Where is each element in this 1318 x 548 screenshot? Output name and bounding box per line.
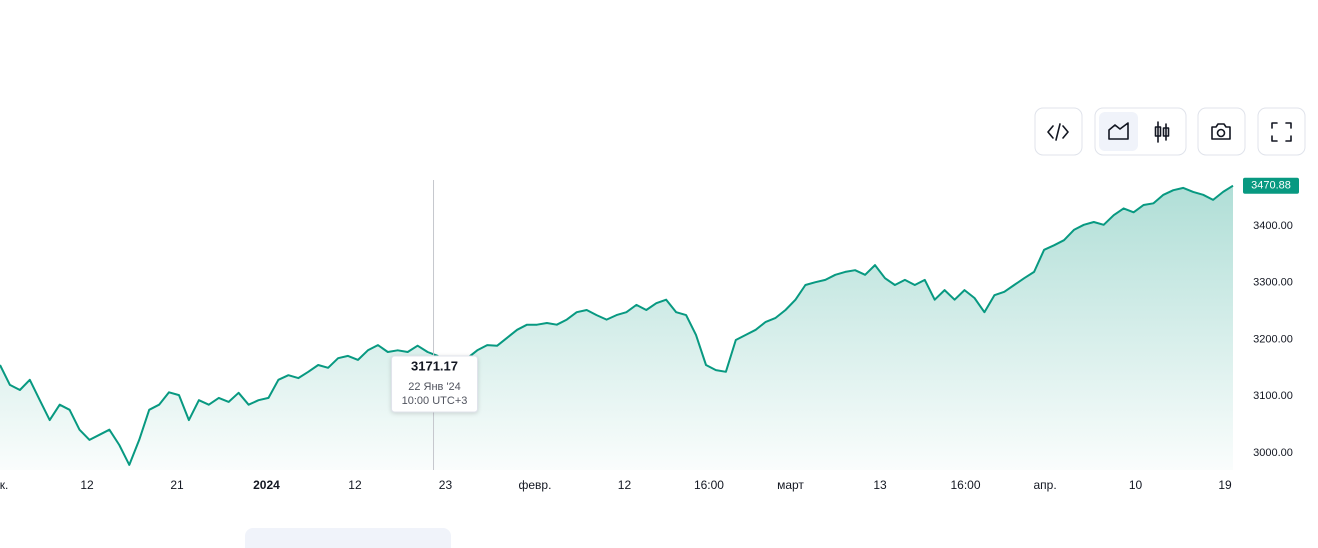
y-tick-label: 3200.00 [1253, 333, 1293, 345]
tooltip-date: 22 Янв '24 [408, 381, 461, 393]
x-tick-label: 2024 [253, 478, 280, 492]
area-type-button[interactable] [1099, 112, 1138, 151]
x-tick-label: апр. [1033, 478, 1056, 492]
plot-area: 3000.00 3100.00 3200.00 3300.00 3400.00 к. 12 2… [0, 177, 1299, 492]
toolbar [1034, 107, 1306, 156]
area-fill [0, 185, 1233, 470]
last-price-label: 3470.88 [1251, 180, 1291, 192]
candle-type-button[interactable] [1154, 121, 1170, 143]
last-price-badge [1243, 177, 1299, 194]
x-tick-label: 12 [618, 478, 632, 492]
x-tick-label: 16:00 [694, 478, 724, 492]
embed-button[interactable] [1034, 107, 1083, 156]
chart-type-group [1094, 107, 1187, 156]
x-tick-label: 10 [1129, 478, 1143, 492]
y-tick-label: 3000.00 [1253, 447, 1293, 459]
x-tick-label: 21 [170, 478, 184, 492]
fullscreen-button[interactable] [1257, 107, 1306, 156]
range-selector[interactable] [245, 528, 451, 548]
y-tick-label: 3300.00 [1253, 277, 1293, 289]
x-tick-label: 23 [439, 478, 453, 492]
y-tick-label: 3100.00 [1253, 390, 1293, 402]
x-tick-label: 12 [348, 478, 362, 492]
x-tick-label: 12 [80, 478, 94, 492]
x-tick-label: март [777, 478, 804, 492]
screenshot-button[interactable] [1197, 107, 1246, 156]
x-tick-label: 19 [1218, 478, 1232, 492]
x-tick-label: февр. [518, 478, 551, 492]
tooltip-value: 3171.17 [411, 358, 458, 373]
x-tick-label: к. [0, 478, 8, 492]
price-line [0, 184, 1234, 466]
tooltip-time: 10:00 UTC+3 [402, 395, 468, 407]
x-tick-label: 16:00 [951, 478, 981, 492]
tooltip-box [391, 355, 479, 413]
y-tick-label: 3400.00 [1253, 220, 1293, 232]
x-tick-label: 13 [873, 478, 887, 492]
